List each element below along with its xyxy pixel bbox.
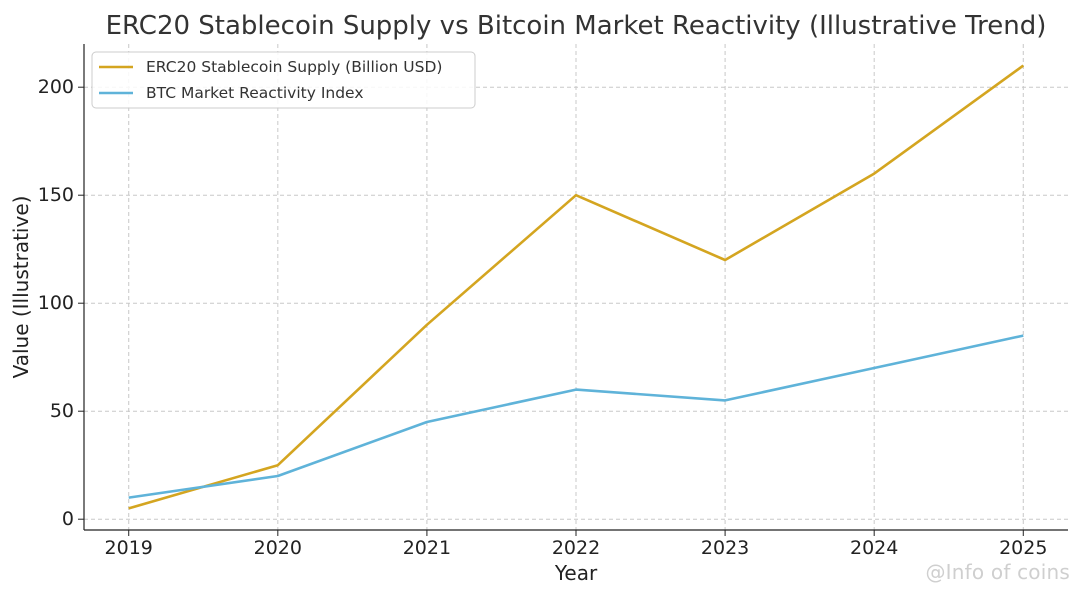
x-tick-label: 2021 — [403, 537, 451, 559]
y-ticks: 0 50 100 150 200 — [38, 76, 84, 530]
x-tick-label: 2024 — [850, 537, 898, 559]
y-tick-label: 0 — [62, 508, 74, 530]
y-tick-label: 200 — [38, 76, 74, 98]
x-axis-label: Year — [554, 561, 598, 585]
x-ticks: 2019 2020 2021 2022 2023 2024 2025 — [105, 530, 1047, 559]
watermark: @Info of coins — [925, 560, 1070, 584]
series-group — [128, 64, 1025, 510]
legend-label-2: BTC Market Reactivity Index — [146, 84, 364, 102]
series-line-1 — [128, 64, 1025, 510]
x-tick-label: 2019 — [105, 537, 153, 559]
x-tick-label: 2020 — [254, 537, 302, 559]
grid — [84, 44, 1068, 530]
y-tick-label: 150 — [38, 184, 74, 206]
legend-label-1: ERC20 Stablecoin Supply (Billion USD) — [146, 58, 442, 76]
y-tick-label: 50 — [50, 400, 74, 422]
series-line-2 — [128, 334, 1024, 499]
x-tick-label: 2025 — [999, 537, 1047, 559]
legend-box — [91, 51, 476, 109]
y-axis-label: Value (Illustrative) — [9, 196, 33, 379]
y-tick-label: 100 — [38, 292, 74, 314]
chart-title: ERC20 Stablecoin Supply vs Bitcoin Marke… — [106, 11, 1047, 41]
x-tick-label: 2022 — [552, 537, 600, 559]
legend: ERC20 Stablecoin Supply (Billion USD) BTC… — [91, 51, 476, 109]
x-tick-label: 2023 — [701, 537, 749, 559]
